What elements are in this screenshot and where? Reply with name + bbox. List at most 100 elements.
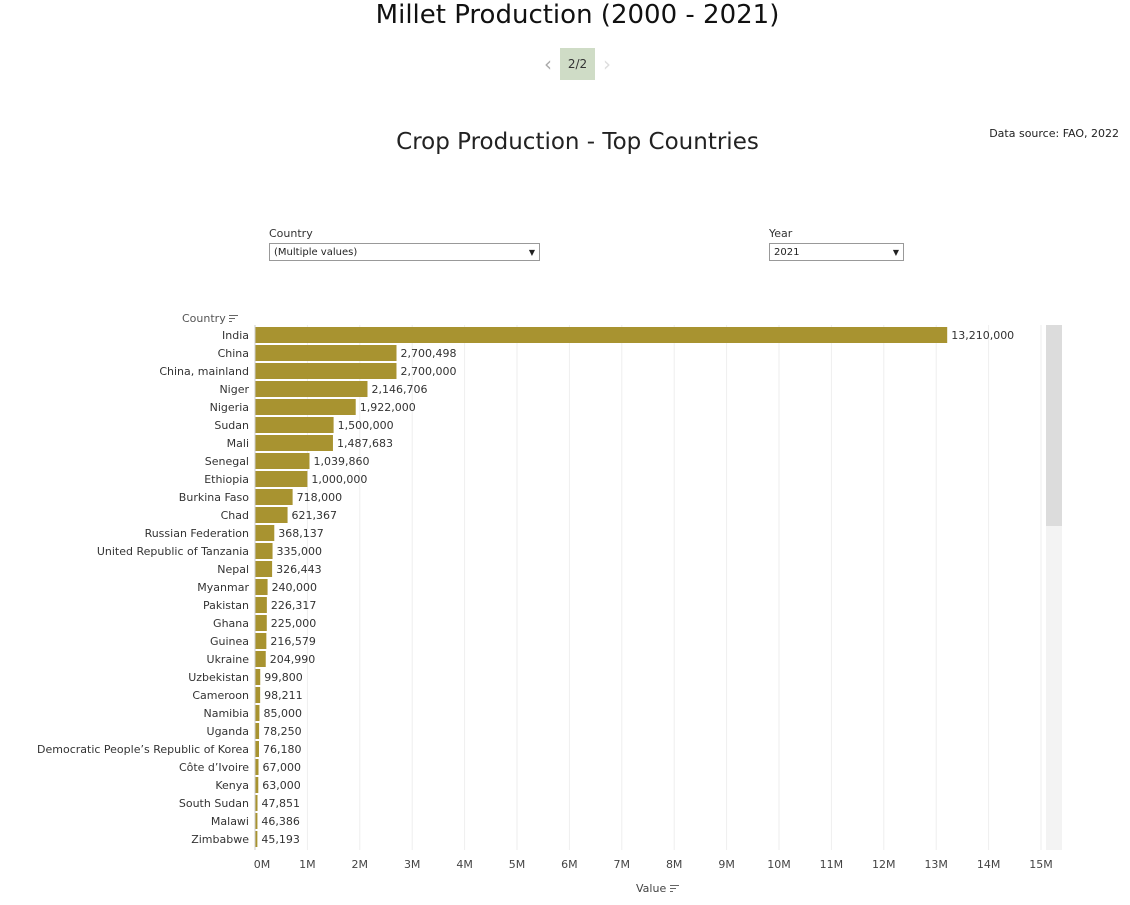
data-label: 45,193 xyxy=(261,833,300,846)
bar[interactable] xyxy=(255,795,258,811)
bar[interactable] xyxy=(255,723,260,739)
category-label: Sudan xyxy=(214,419,249,432)
data-label: 13,210,000 xyxy=(951,329,1014,342)
x-tick-label: 2M xyxy=(352,858,369,871)
chevron-right-icon[interactable]: › xyxy=(603,52,611,76)
bar[interactable] xyxy=(255,543,273,559)
bar[interactable] xyxy=(255,327,948,343)
x-tick-label: 4M xyxy=(456,858,473,871)
bar[interactable] xyxy=(255,579,268,595)
x-tick-label: 11M xyxy=(820,858,844,871)
data-label: 2,146,706 xyxy=(371,383,427,396)
bar[interactable] xyxy=(255,507,288,523)
data-label: 2,700,000 xyxy=(400,365,456,378)
data-label: 76,180 xyxy=(263,743,302,756)
bar[interactable] xyxy=(255,345,397,361)
bar[interactable] xyxy=(255,705,260,721)
x-tick-label: 1M xyxy=(299,858,316,871)
category-label: Pakistan xyxy=(203,599,249,612)
y-axis-title[interactable]: Country xyxy=(182,312,238,325)
data-label: 2,700,498 xyxy=(401,347,457,360)
bar[interactable] xyxy=(255,471,308,487)
category-label: Kenya xyxy=(215,779,249,792)
year-filter-label: Year xyxy=(769,227,793,240)
x-tick-label: 15M xyxy=(1029,858,1053,871)
category-label: Senegal xyxy=(205,455,249,468)
x-tick-label: 7M xyxy=(614,858,631,871)
category-label: South Sudan xyxy=(179,797,249,810)
bar[interactable] xyxy=(255,615,267,631)
category-label: Mali xyxy=(227,437,249,450)
bar[interactable] xyxy=(255,561,273,577)
bar[interactable] xyxy=(255,759,259,775)
bar[interactable] xyxy=(255,525,275,541)
bar[interactable] xyxy=(255,435,333,451)
data-label: 216,579 xyxy=(270,635,316,648)
bar[interactable] xyxy=(255,597,267,613)
y-axis-title-label: Country xyxy=(182,312,226,325)
data-label: 225,000 xyxy=(271,617,317,630)
sort-icon[interactable] xyxy=(670,884,680,893)
category-label: Myanmar xyxy=(197,581,249,594)
x-axis-title[interactable]: Value xyxy=(636,882,680,895)
category-label: Ghana xyxy=(213,617,249,630)
data-label: 226,317 xyxy=(271,599,317,612)
x-tick-label: 6M xyxy=(561,858,578,871)
category-label: Malawi xyxy=(211,815,249,828)
bar[interactable] xyxy=(255,777,259,793)
data-label: 63,000 xyxy=(262,779,301,792)
x-tick-label: 13M xyxy=(924,858,948,871)
bar[interactable] xyxy=(255,813,258,829)
category-label: Cameroon xyxy=(192,689,249,702)
category-label: Namibia xyxy=(203,707,249,720)
sheet-title: Crop Production - Top Countries xyxy=(396,129,759,155)
category-label: India xyxy=(222,329,249,342)
data-label: 335,000 xyxy=(277,545,323,558)
bar[interactable] xyxy=(255,363,397,379)
category-label: Zimbabwe xyxy=(191,833,249,846)
data-source-note: Data source: FAO, 2022 xyxy=(989,127,1119,140)
country-filter-dropdown[interactable]: (Multiple values) ▼ xyxy=(269,243,540,261)
page-indicator[interactable]: 2/2 xyxy=(560,48,595,80)
data-label: 46,386 xyxy=(261,815,300,828)
scrollbar-thumb[interactable] xyxy=(1046,325,1062,526)
bar[interactable] xyxy=(255,489,293,505)
caret-down-icon: ▼ xyxy=(528,247,535,257)
data-label: 1,487,683 xyxy=(337,437,393,450)
category-label: Democratic People’s Republic of Korea xyxy=(37,743,249,756)
data-label: 718,000 xyxy=(297,491,343,504)
data-label: 204,990 xyxy=(270,653,316,666)
bar[interactable] xyxy=(255,453,310,469)
category-label: United Republic of Tanzania xyxy=(97,545,249,558)
category-label: Russian Federation xyxy=(145,527,249,540)
chevron-left-icon[interactable]: ‹ xyxy=(544,52,552,76)
story-pager: ‹ 2/2 › xyxy=(536,48,619,80)
bar[interactable] xyxy=(255,669,261,685)
year-filter: Year 2021 ▼ xyxy=(769,227,904,261)
bar[interactable] xyxy=(255,399,356,415)
bar[interactable] xyxy=(255,651,266,667)
bar[interactable] xyxy=(255,831,258,847)
country-filter-value: (Multiple values) xyxy=(274,246,358,258)
category-label: Burkina Faso xyxy=(179,491,249,504)
data-label: 1,039,860 xyxy=(313,455,369,468)
bar[interactable] xyxy=(255,381,368,397)
data-label: 78,250 xyxy=(263,725,302,738)
x-tick-label: 0M xyxy=(254,858,271,871)
category-label: Uzbekistan xyxy=(188,671,249,684)
bar[interactable] xyxy=(255,741,259,757)
x-tick-label: 3M xyxy=(404,858,421,871)
country-filter-label: Country xyxy=(269,227,313,240)
category-label: Nepal xyxy=(217,563,249,576)
year-filter-dropdown[interactable]: 2021 ▼ xyxy=(769,243,904,261)
data-label: 240,000 xyxy=(272,581,318,594)
bar[interactable] xyxy=(255,687,261,703)
bar[interactable] xyxy=(255,633,267,649)
category-label: Guinea xyxy=(210,635,249,648)
data-label: 326,443 xyxy=(276,563,322,576)
category-label: China xyxy=(218,347,249,360)
bar[interactable] xyxy=(255,417,334,433)
category-label: Côte d’Ivoire xyxy=(179,761,249,774)
sort-icon[interactable] xyxy=(228,314,238,323)
